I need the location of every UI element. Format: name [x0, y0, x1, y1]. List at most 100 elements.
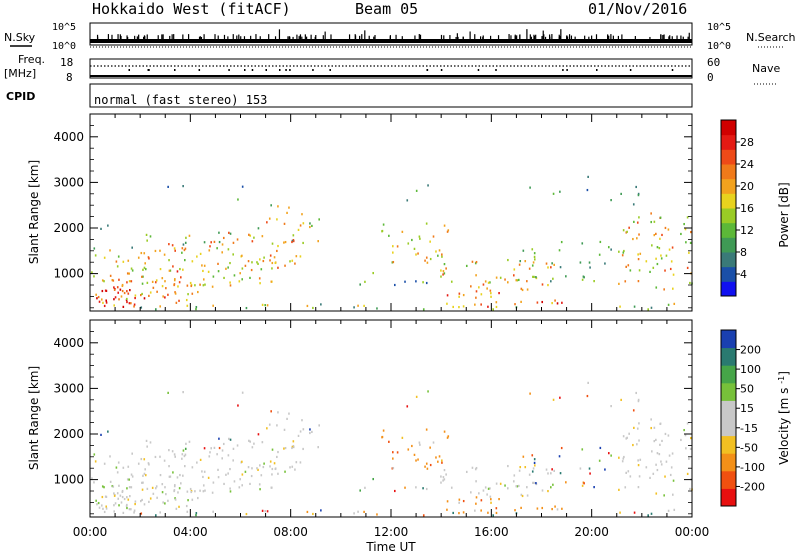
freq-mark	[671, 69, 674, 71]
velocity-cell	[619, 511, 621, 514]
velocity-cell	[672, 479, 675, 482]
power-cell	[207, 270, 210, 273]
velocity-cell	[426, 467, 429, 470]
power-cell	[394, 283, 396, 287]
power-cell	[109, 274, 112, 277]
power-cell	[432, 235, 435, 238]
velocity-cell	[274, 467, 277, 471]
power-cell	[588, 261, 591, 264]
velocity-cell	[191, 466, 194, 469]
power-cell	[100, 227, 102, 230]
velocity-cell	[212, 481, 215, 484]
velocity-cell	[182, 474, 184, 477]
power-cell	[440, 269, 442, 272]
noise-spike	[462, 36, 464, 39]
velocity-cell	[154, 455, 157, 459]
colorbar-box	[721, 382, 736, 401]
velocity-cell	[146, 445, 148, 448]
velocity-cell	[143, 458, 146, 461]
velocity-cell	[227, 454, 230, 457]
velocity-cell	[639, 458, 642, 461]
velocity-colorbar-ticks: -200 -100 -50 -15 15 50 100 200	[736, 344, 765, 493]
velocity-cell	[174, 455, 176, 458]
velocity-cell	[650, 426, 653, 430]
velocity-cell	[628, 432, 630, 435]
power-cell	[273, 256, 276, 259]
power-cell	[655, 232, 657, 235]
power-cell	[515, 279, 518, 282]
velocity-cell	[121, 495, 124, 499]
power-cell	[266, 304, 269, 307]
noise-spike	[117, 34, 119, 39]
velocity-cell	[112, 485, 115, 488]
noise-spike	[455, 36, 457, 39]
velocity-cell	[392, 457, 394, 460]
power-cell	[579, 261, 582, 264]
noise-spike	[288, 36, 291, 39]
power-cell	[209, 245, 211, 248]
noise-spike	[514, 34, 516, 39]
velocity-cell	[495, 507, 498, 510]
power-cell	[637, 192, 640, 195]
power-cell	[130, 302, 132, 305]
power-cell	[229, 284, 232, 287]
noise-spike	[419, 34, 422, 39]
power-cell	[259, 282, 261, 285]
velocity-cell	[524, 466, 527, 469]
power-cell	[120, 295, 123, 298]
power-cell	[541, 300, 544, 304]
freq-mark	[265, 69, 268, 71]
power-cell	[283, 241, 285, 244]
noise-spike	[584, 35, 586, 39]
velocity-cell	[637, 459, 639, 462]
power-cell	[660, 257, 663, 260]
power-cell	[142, 275, 144, 278]
power-cell	[632, 203, 635, 206]
velocity-ylabel: Slant Range [km]	[27, 366, 41, 470]
power-cell	[520, 287, 523, 290]
velocity-cell	[113, 492, 115, 495]
power-cell	[197, 290, 199, 294]
noise-spikes	[96, 29, 690, 39]
x-tick-label: 16:00	[474, 525, 509, 539]
power-cell	[599, 240, 602, 244]
velocity-cell	[232, 459, 234, 462]
velocity-cell	[487, 487, 490, 490]
power-cell	[441, 253, 443, 256]
power-cell	[425, 222, 428, 225]
velocity-cell	[104, 495, 107, 498]
power-cell	[533, 258, 536, 261]
power-cell	[173, 247, 176, 250]
power-cell	[633, 220, 635, 223]
power-cell	[447, 229, 450, 232]
noise-spike	[107, 34, 110, 39]
power-cell	[113, 304, 116, 307]
noise-spike	[324, 31, 326, 39]
nave-tick-top: 60	[707, 56, 720, 69]
velocity-cell	[179, 473, 181, 477]
noise-spike	[298, 36, 300, 39]
velocity-cell	[126, 503, 128, 507]
colorbar-box	[721, 208, 736, 224]
power-cell	[317, 240, 319, 243]
power-cell	[425, 256, 428, 259]
velocity-cell	[522, 455, 525, 458]
noise-spike	[676, 35, 678, 39]
velocity-cell	[101, 485, 104, 488]
velocity-cell	[174, 498, 177, 501]
power-cell	[458, 295, 460, 298]
freq-mark	[477, 69, 480, 71]
velocity-cell	[490, 501, 492, 504]
velocity-cell	[427, 390, 429, 393]
power-cell	[154, 249, 157, 253]
velocity-cell	[133, 509, 136, 512]
power-cell	[244, 264, 247, 267]
power-cell	[291, 259, 294, 262]
power-cell	[655, 257, 657, 260]
power-cell	[312, 306, 314, 310]
power-cell	[118, 278, 120, 281]
velocity-cell	[208, 455, 211, 458]
power-cell	[191, 292, 194, 295]
power-colorbar-boxes	[721, 120, 736, 297]
noise-spike	[660, 34, 662, 39]
